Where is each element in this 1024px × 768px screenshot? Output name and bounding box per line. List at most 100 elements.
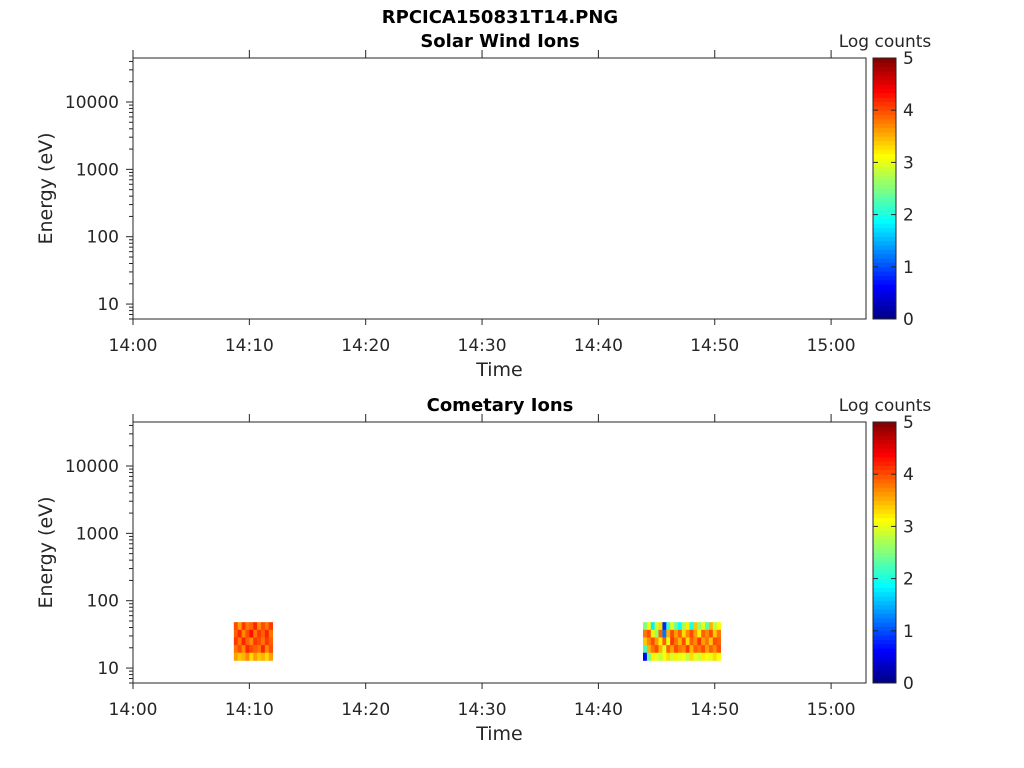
colorbar-step: [873, 71, 896, 76]
y-tick-label: 100: [87, 228, 119, 248]
colorbar-step: [873, 149, 896, 155]
colorbar-step: [873, 669, 896, 675]
heatmap-cell: [268, 622, 274, 631]
heatmap-cell: [689, 637, 694, 646]
heatmap-cell: [260, 645, 266, 654]
colorbar-step: [873, 465, 896, 471]
colorbar-step: [873, 275, 896, 281]
heatmap-cell: [701, 622, 706, 631]
heatmap-cell: [264, 652, 270, 661]
heatmap-cell: [241, 629, 246, 638]
colorbar-label: Log counts: [839, 32, 932, 52]
colorbar-tick-label: 0: [903, 310, 914, 330]
heatmap-cell: [662, 652, 667, 661]
heatmap-cell: [264, 637, 270, 646]
colorbar-step: [873, 582, 896, 588]
heatmap-cell: [268, 652, 274, 661]
colorbar-step: [873, 227, 896, 233]
colorbar-step: [873, 539, 896, 545]
heatmap-cell: [685, 622, 690, 631]
heatmap-cell: [666, 629, 671, 638]
x-axis-label: Time: [475, 359, 523, 381]
heatmap-cell: [264, 629, 270, 638]
heatmap-cell: [233, 629, 239, 638]
heatmap-cell: [697, 622, 702, 631]
colorbar-step: [873, 136, 896, 142]
heatmap-cell: [253, 637, 258, 646]
colorbar-step: [873, 509, 896, 514]
y-tick-label: 100: [87, 592, 119, 612]
x-tick-label: 14:00: [109, 700, 158, 720]
heatmap-cell: [650, 629, 656, 638]
heatmap-cell: [249, 629, 254, 638]
heatmap-cell: [685, 645, 690, 654]
heatmap-cell: [674, 629, 679, 638]
colorbar-step: [873, 145, 896, 150]
heatmap-cell: [245, 637, 250, 646]
y-axis-label: Energy (eV): [35, 496, 57, 608]
colorbar-step: [873, 184, 896, 189]
heatmap-cell: [674, 622, 679, 631]
heatmap-cell: [670, 652, 675, 661]
colorbar-step: [873, 205, 896, 211]
heatmap-cell: [658, 637, 663, 646]
colorbar-step: [873, 123, 896, 129]
heatmap-cell: [658, 652, 663, 661]
heatmap-cell: [253, 622, 258, 631]
heatmap-cell: [249, 645, 254, 654]
heatmap-cell: [697, 652, 702, 661]
colorbar-step: [873, 478, 896, 484]
colorbar-step: [873, 175, 896, 181]
heatmap-cell: [693, 652, 698, 661]
heatmap-cell: [697, 645, 702, 654]
heatmap-cell: [257, 637, 262, 646]
heatmap-cell: [716, 629, 721, 638]
heatmap-cell: [646, 645, 652, 654]
colorbar-step: [873, 140, 896, 146]
colorbar-step: [873, 630, 896, 636]
colorbar-step: [873, 288, 896, 294]
colorbar-step: [873, 600, 896, 606]
heatmap-cell: [257, 652, 262, 661]
colorbar-step: [873, 223, 896, 229]
colorbar-tick-label: 5: [903, 49, 914, 69]
colorbar-step: [873, 596, 896, 601]
heatmap-cell: [233, 652, 239, 661]
colorbar-step: [873, 214, 896, 220]
colorbar-step: [873, 314, 896, 320]
colorbar-step: [873, 162, 896, 168]
colorbar-tick-label: 1: [903, 258, 914, 278]
heatmap-cell: [712, 645, 718, 654]
heatmap-cell: [693, 622, 698, 631]
colorbar-step: [873, 97, 896, 102]
colorbar-step: [873, 552, 896, 558]
heatmap-cell: [260, 652, 266, 661]
heatmap-cell: [677, 637, 683, 646]
heatmap-cell: [674, 652, 679, 661]
colorbar-step: [873, 58, 896, 63]
heatmap-cell: [681, 622, 687, 631]
heatmap-cell: [666, 652, 671, 661]
colorbar-step: [873, 543, 896, 549]
colorbar-step: [873, 452, 896, 458]
colorbar-step: [873, 127, 896, 133]
heatmap-cell: [716, 637, 721, 646]
heatmap-cell: [681, 637, 687, 646]
colorbar-step: [873, 218, 896, 224]
heatmap-cell: [646, 629, 652, 638]
panel2-title: Cometary Ions: [426, 395, 574, 416]
colorbar-step: [873, 84, 896, 89]
heatmap-cell: [260, 637, 266, 646]
heatmap-cell: [654, 622, 659, 631]
heatmap-block: [233, 622, 274, 661]
colorbar-step: [873, 75, 896, 81]
panel1-title: Solar Wind Ions: [420, 31, 580, 52]
colorbar-step: [873, 258, 896, 263]
heatmap-cell: [666, 637, 671, 646]
heatmap-cell: [245, 645, 250, 654]
colorbar-tick-label: 2: [903, 206, 914, 226]
x-tick-label: 14:50: [690, 336, 739, 356]
colorbar-step: [873, 131, 896, 137]
heatmap-cell: [674, 637, 679, 646]
